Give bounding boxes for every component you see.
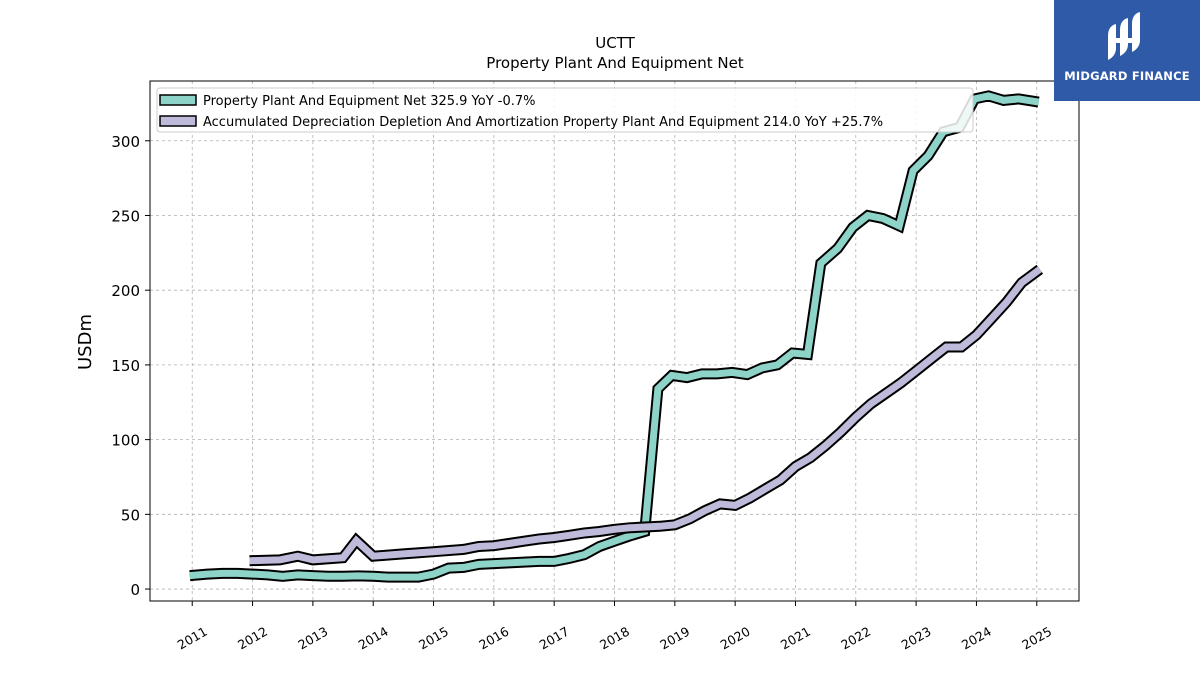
series-line-1 bbox=[189, 92, 1040, 581]
y-tick-label: 50 bbox=[121, 506, 140, 524]
x-tick-label: 2021 bbox=[778, 624, 813, 653]
y-tick-label: 0 bbox=[130, 581, 140, 599]
chart-subtitle: Property Plant And Equipment Net bbox=[486, 54, 743, 72]
y-axis-label: USDm bbox=[75, 314, 96, 370]
midgard-finance-logo: MIDGARD FINANCE bbox=[1054, 0, 1200, 101]
series-layer bbox=[189, 90, 1044, 583]
y-tick-label: 150 bbox=[111, 357, 140, 375]
x-tick-label: 2017 bbox=[537, 624, 572, 653]
legend-label-1: Property Plant And Equipment Net 325.9 Y… bbox=[203, 94, 536, 109]
x-tick-label: 2022 bbox=[838, 624, 873, 653]
x-tick-label: 2025 bbox=[1019, 624, 1054, 653]
legend-label-2: Accumulated Depreciation Depletion And A… bbox=[203, 115, 883, 130]
legend-swatch-2 bbox=[159, 115, 197, 127]
x-tick-label: 2024 bbox=[959, 624, 994, 653]
x-tick-label: 2020 bbox=[718, 624, 753, 653]
x-tick-label: 2019 bbox=[657, 624, 692, 653]
logo-text: MIDGARD FINANCE bbox=[1064, 69, 1190, 83]
x-tick-label: 2023 bbox=[899, 624, 934, 653]
legend: Property Plant And Equipment Net 325.9 Y… bbox=[156, 87, 974, 133]
legend-box bbox=[156, 87, 974, 133]
series-line-2 bbox=[249, 266, 1042, 565]
grid bbox=[150, 81, 1079, 601]
x-tick-label: 2015 bbox=[416, 624, 451, 653]
x-tick-label: 2011 bbox=[175, 624, 210, 653]
y-tick-label: 200 bbox=[111, 282, 140, 300]
chart-title: UCTT bbox=[595, 34, 635, 52]
y-tick-label: 300 bbox=[111, 133, 140, 151]
legend-swatch-1 bbox=[159, 94, 197, 106]
midgard-logo-icon bbox=[1108, 12, 1140, 60]
y-tick-label: 100 bbox=[111, 432, 140, 450]
x-tick-label: 2018 bbox=[597, 624, 632, 653]
x-tick-label: 2012 bbox=[235, 624, 270, 653]
y-tick-label: 250 bbox=[111, 207, 140, 225]
x-tick-label: 2014 bbox=[356, 624, 391, 653]
x-tick-label: 2013 bbox=[295, 624, 330, 653]
x-tick-label: 2016 bbox=[476, 624, 511, 653]
